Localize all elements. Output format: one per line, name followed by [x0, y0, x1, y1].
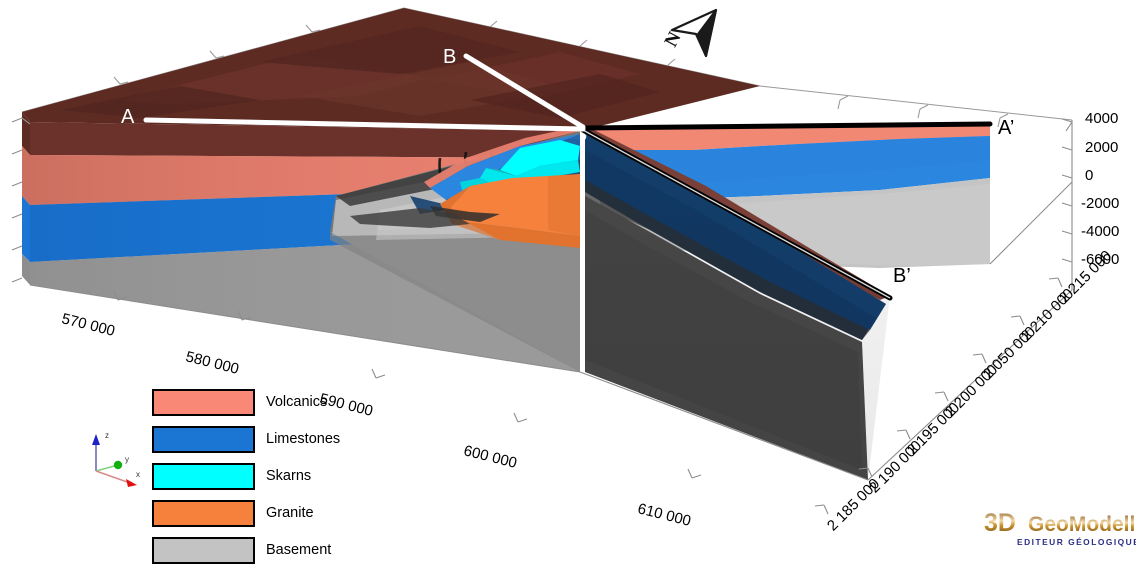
section-label-b-start: B — [443, 46, 457, 68]
logo-tagline: EDITEUR GÉOLOGIQUE — [1017, 536, 1136, 547]
legend-swatch-skarns — [152, 462, 255, 490]
legend-item-volcanics[interactable]: Volcanics — [152, 386, 342, 418]
section-label-b-end: B’ — [893, 265, 911, 287]
z-tick-label-0: 4000 — [1085, 110, 1119, 127]
legend-item-limestones[interactable]: Limestones — [152, 423, 342, 455]
legend-swatch-basement — [152, 536, 255, 564]
legend-label-volcanics: Volcanics — [266, 394, 328, 410]
section-plane-bb-right — [585, 128, 890, 480]
legend-item-basement[interactable]: Basement — [152, 534, 342, 566]
legend-swatch-limestones — [152, 425, 255, 453]
section-line-aa — [580, 121, 993, 131]
z-tick-label-4: -4000 — [1081, 223, 1120, 240]
triad-x-label: x — [136, 470, 140, 479]
axis-ticks-z — [1061, 118, 1073, 263]
axis-ticks-z-left — [11, 117, 31, 283]
section-label-a-end: A’ — [998, 117, 1015, 139]
triad-y-axis: y — [95, 455, 129, 472]
legend-label-basement: Basement — [266, 542, 332, 558]
z-tick-label-2: 0 — [1085, 167, 1094, 184]
triad-z-axis: z — [92, 431, 109, 471]
block-base-faces — [30, 232, 580, 372]
block-west-face — [22, 112, 30, 285]
logo-3d-text: 3D — [984, 509, 1016, 537]
section-trace-overlay — [143, 53, 586, 132]
legend-label-skarns: Skarns — [266, 468, 312, 484]
section-label-a-start: A — [121, 106, 135, 128]
north-arrow: N — [661, 8, 718, 58]
z-tick-label-1: 2000 — [1085, 139, 1119, 156]
intrusion-complex-left — [330, 126, 580, 372]
legend-label-limestones: Limestones — [266, 431, 341, 447]
axis-ticks-y — [814, 277, 1063, 515]
z-tick-label-3: -2000 — [1081, 195, 1120, 212]
section-line-bb — [580, 127, 893, 301]
legend-swatch-granite — [152, 499, 255, 527]
triad-y-label: y — [125, 455, 129, 464]
geomodeller-logo: 3D GeoModeller EDITEUR GÉOLOGIQUE — [984, 509, 1136, 547]
logo-word-text: GeoModeller — [1028, 513, 1136, 536]
triad-x-axis: x — [95, 470, 140, 487]
legend-item-granite[interactable]: Granite — [152, 497, 342, 529]
axis-ticks-x — [113, 290, 702, 479]
legend-item-skarns[interactable]: Skarns — [152, 460, 342, 492]
legend: Volcanics Limestones Skarns Granite Base… — [152, 386, 342, 571]
triad-z-label: z — [105, 431, 109, 440]
block-front-left-face — [30, 122, 580, 372]
axis-triad-widget[interactable]: z y x — [80, 425, 150, 495]
z-tick-label-5: -6000 — [1081, 251, 1120, 268]
legend-label-granite: Granite — [266, 505, 314, 521]
legend-swatch-volcanics — [152, 388, 255, 416]
